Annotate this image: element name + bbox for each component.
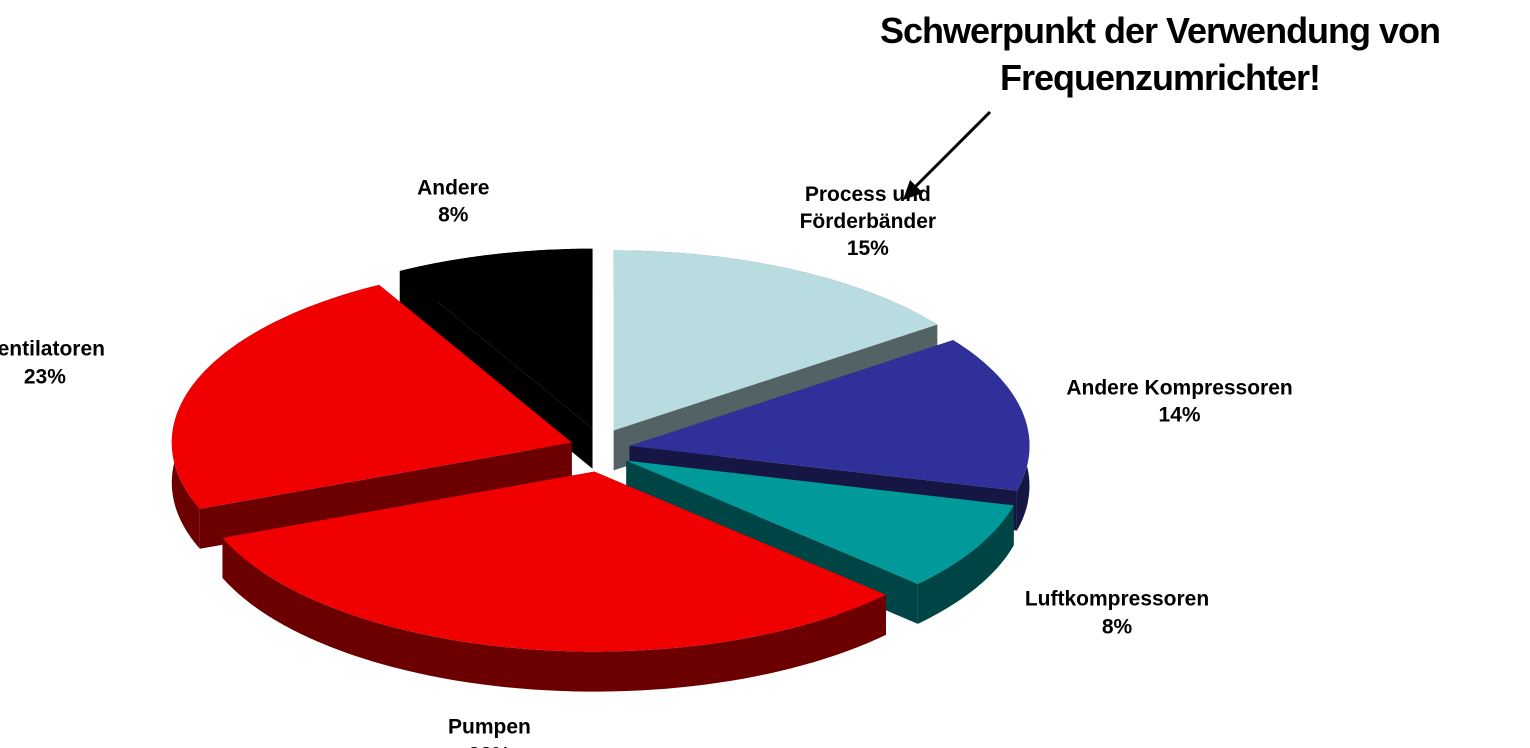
label-value: 8% [438, 204, 469, 228]
data-label: Andere Kompressoren 14% [1066, 375, 1292, 430]
label-name: Luftkompressoren [1024, 588, 1210, 612]
slice [171, 284, 572, 549]
annotation: Schwerpunkt der Verwendung von Frequenzu… [879, 10, 1441, 98]
data-label: Pumpen32% [448, 714, 531, 748]
slice [222, 471, 886, 692]
label-name: Ventilatoren [0, 337, 105, 361]
slice [399, 248, 593, 469]
label-value: 14% [1158, 404, 1201, 428]
label-value: 32% [448, 741, 531, 748]
slice [399, 248, 593, 429]
slice-side [399, 270, 593, 469]
label-name: Process und Förderbänder [799, 182, 937, 234]
data-label: Luftkompressoren 8% [1025, 586, 1209, 641]
slice [626, 460, 1014, 584]
label-value: 8% [1101, 615, 1133, 639]
data-label: Process und Förderbänder 15% [743, 181, 993, 263]
label-value: 15% [846, 237, 889, 261]
data-label: Ventilatoren 23% [0, 336, 105, 391]
label-value: 23% [23, 365, 66, 389]
arrow-head [903, 180, 923, 200]
slice [613, 250, 938, 431]
slice-side [199, 442, 572, 549]
data-label: Andere 8% [417, 175, 489, 230]
label-name: Pumpen [448, 716, 531, 740]
label-name: Andere Kompressoren [1066, 376, 1293, 400]
slice-side [222, 537, 886, 692]
arrow [910, 110, 992, 192]
slice [222, 471, 886, 652]
slice [629, 340, 1030, 491]
slice [171, 284, 572, 509]
slice-side [917, 505, 1014, 624]
label-name: Andere [417, 176, 490, 200]
